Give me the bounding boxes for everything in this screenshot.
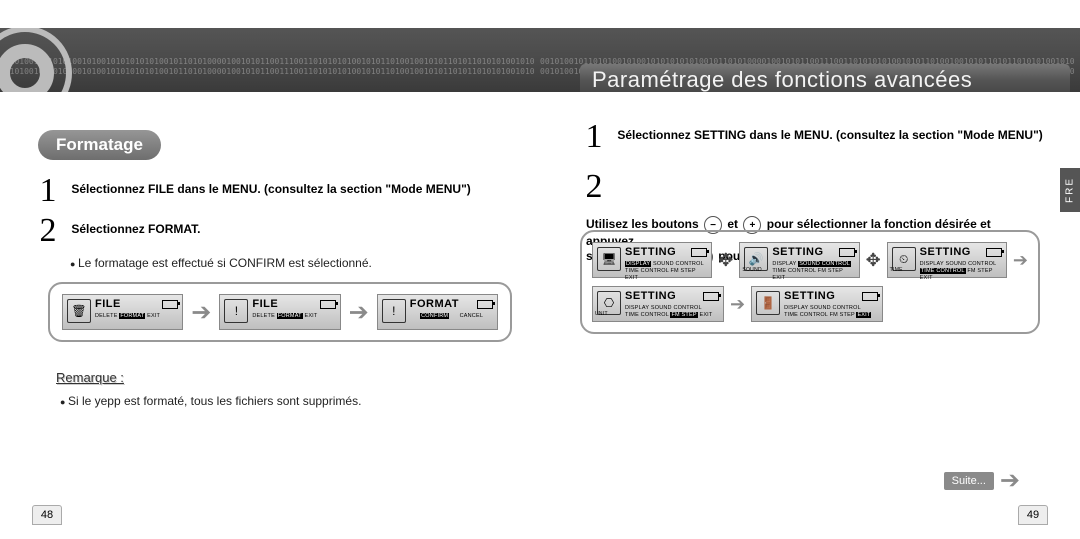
lcd-grid: 🖥 SETTING DISPLAY SOUND CONTROLTIME CONTRO… <box>580 230 1040 334</box>
lcd-type-icon: ! <box>224 299 248 323</box>
battery-icon <box>477 300 493 309</box>
lcd-sequence: 🗑 FILE DELETE FORMAT EXIT ➔! FILE DELETE FORM… <box>48 282 512 342</box>
lcd-title: SETTING <box>772 246 823 258</box>
step-number: 2 <box>580 168 608 206</box>
lcd-title: SETTING <box>625 290 676 302</box>
step-text: Sélectionnez FORMAT. <box>71 212 200 236</box>
battery-icon <box>162 300 178 309</box>
note-text: Si le yepp est formaté, tous les fichier… <box>60 394 516 408</box>
battery-icon <box>691 248 707 257</box>
arrow-right-icon: ➔ <box>191 298 211 327</box>
lcd-screen: 🖥SETTINGDISPLAY SOUND CONTROLTIME CONTRO… <box>592 242 712 278</box>
lcd-options: DISPLAY SOUND CONTROLTIME CONTROL FM STE… <box>625 305 719 319</box>
lcd-screen: 🔊SOUNDSETTINGDISPLAY SOUND CONTROLTIME C… <box>739 242 859 278</box>
lcd-options: DELETE FORMAT EXIT <box>252 313 335 320</box>
arrow-right-icon: ➔ <box>730 294 745 315</box>
lcd-title: FILE <box>95 298 121 310</box>
lcd-screen: 🚪 SETTING DISPLAY SOUND CONTROLTIME CONTRO… <box>751 286 883 322</box>
suite-label: Suite... <box>944 472 994 490</box>
battery-icon <box>986 248 1002 257</box>
lcd-type-icon: ! <box>382 299 406 323</box>
header-bar-right: 0010100101101010010100101010101010010110… <box>540 28 1080 92</box>
lcd-type-icon: 🚪 <box>756 291 780 315</box>
page-number-left: 48 <box>32 505 62 525</box>
note-row: Si le yepp est formaté, tous les fichier… <box>34 388 516 408</box>
step-1: 1 Sélectionnez SETTING dans le MENU. (co… <box>580 118 1056 156</box>
arrow-right-icon: ➔ <box>1000 466 1020 495</box>
lcd-title: FORMAT <box>410 298 459 310</box>
section-badge: Formatage <box>38 130 161 160</box>
arrow-right-icon: ➔ <box>1013 250 1028 271</box>
lcd-screen: ! FORMAT CONFIRM CANCEL <box>377 294 498 330</box>
step-number: 1 <box>580 118 608 156</box>
battery-icon <box>320 300 336 309</box>
step-2: 2 Sélectionnez FORMAT. Le formatage est … <box>34 212 516 270</box>
lcd-screen: 🗑 FILE DELETE FORMAT EXIT <box>62 294 183 330</box>
step-number: 2 <box>34 212 62 250</box>
lcd-screen: ⏲TIMESETTINGDISPLAY SOUND CONTROLTIME CO… <box>887 242 1007 278</box>
step-number: 1 <box>34 172 62 210</box>
lcd-type-icon: 🗑 <box>67 299 91 323</box>
lcd-type-icon: 🖥 <box>597 247 621 271</box>
lcd-options: DISPLAY SOUND CONTROLTIME CONTROL FM STE… <box>920 261 1002 282</box>
lcd-title: FILE <box>252 298 278 310</box>
lcd-options: DISPLAY SOUND CONTROLTIME CONTROL FM STE… <box>625 261 707 282</box>
step-text: Sélectionnez SETTING dans le MENU. (cons… <box>617 118 1042 142</box>
lcd-screen: ⎔UNITSETTINGDISPLAY SOUND CONTROLTIME CO… <box>592 286 724 322</box>
header-title: Paramétrage des fonctions avancées <box>592 67 972 92</box>
lcd-options: DISPLAY SOUND CONTROLTIME CONTROL FM STE… <box>772 261 854 282</box>
lcd-title: SETTING <box>920 246 971 258</box>
lcd-title: SETTING <box>784 290 835 302</box>
page-right: 0010100101101010010100101010101010010110… <box>540 0 1080 539</box>
lcd-icon-label: SOUND <box>742 267 762 273</box>
joystick-icon: ✥ <box>718 250 733 271</box>
header-title-bar: Paramétrage des fonctions avancées <box>580 64 1070 92</box>
step-text: Sélectionnez FILE dans le MENU. (consult… <box>71 172 470 196</box>
lcd-icon-label: UNIT <box>595 311 608 317</box>
page-number-right: 49 <box>1018 505 1048 525</box>
step-subtext: Le formatage est effectué si CONFIRM est… <box>70 256 516 270</box>
joystick-icon: ✥ <box>866 250 881 271</box>
rings-decor-icon <box>0 28 110 92</box>
lcd-grid-row: ⎔UNITSETTINGDISPLAY SOUND CONTROLTIME CO… <box>592 286 1028 322</box>
continue-indicator: Suite... ➔ <box>944 466 1020 495</box>
lcd-options: DISPLAY SOUND CONTROLTIME CONTROL FM STE… <box>784 305 878 319</box>
lcd-screen: ! FILE DELETE FORMAT EXIT <box>219 294 340 330</box>
lcd-icon-label: TIME <box>890 267 903 273</box>
page-left: 0010100101101010010100101010101010010110… <box>0 0 540 539</box>
arrow-right-icon: ➔ <box>349 298 369 327</box>
lcd-title: SETTING <box>625 246 676 258</box>
battery-icon <box>839 248 855 257</box>
lcd-options: DELETE FORMAT EXIT <box>95 313 178 320</box>
step-1: 1 Sélectionnez FILE dans le MENU. (consu… <box>34 172 516 210</box>
note-label: Remarque : <box>56 370 124 385</box>
language-tab: FRE <box>1060 168 1080 212</box>
section-title: Formatage <box>56 135 143 155</box>
lcd-options: CONFIRM CANCEL <box>410 313 493 320</box>
header-bar-left: 0010100101101010010100101010101010010110… <box>0 28 540 92</box>
battery-icon <box>703 292 719 301</box>
battery-icon <box>862 292 878 301</box>
lcd-grid-row: 🖥SETTINGDISPLAY SOUND CONTROLTIME CONTRO… <box>592 242 1028 278</box>
